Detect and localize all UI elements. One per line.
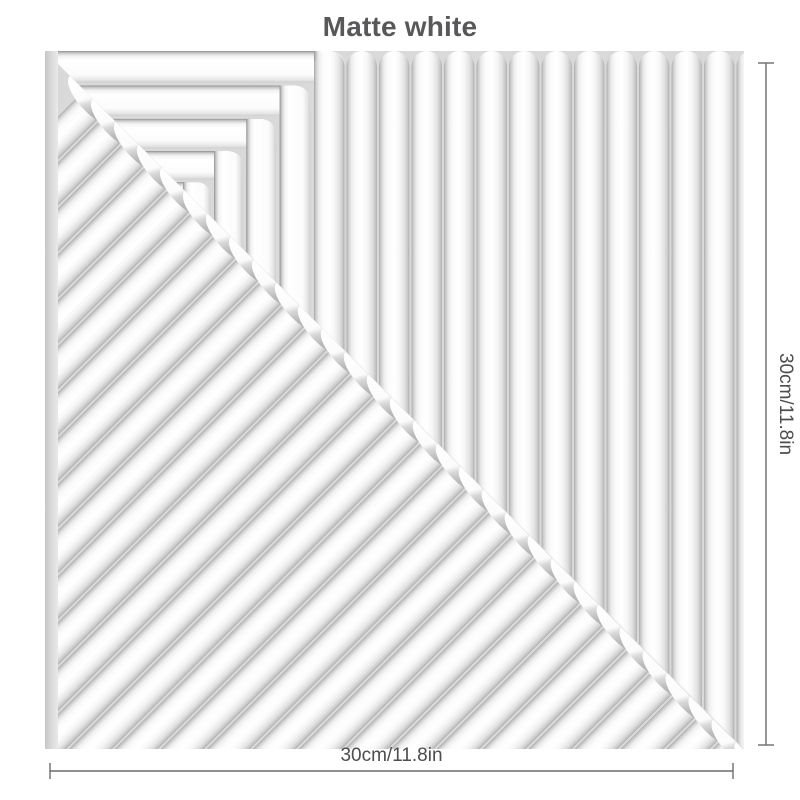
svg-text:30cm/11.8in: 30cm/11.8in	[340, 745, 442, 766]
svg-text:30cm/11.8in: 30cm/11.8in	[775, 353, 796, 455]
